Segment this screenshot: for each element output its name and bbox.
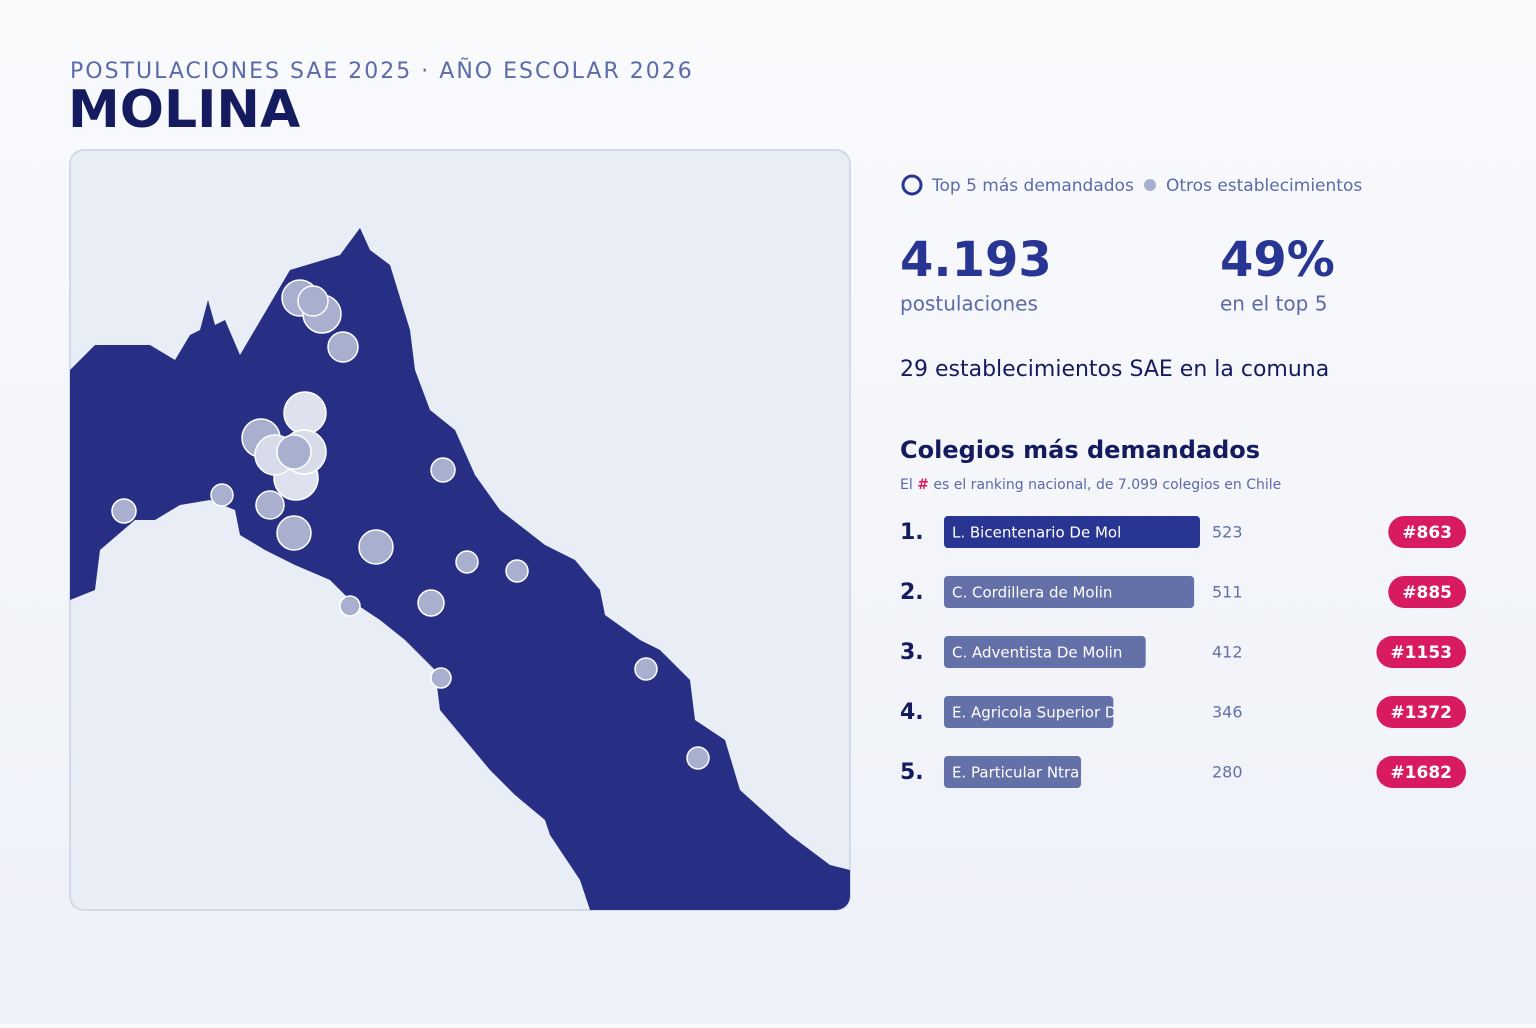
rank: 3. (900, 640, 924, 665)
national-rank: #885 (1402, 583, 1452, 603)
stat-label: postulaciones (900, 292, 1038, 316)
rank: 2. (900, 580, 924, 605)
value-label: 412 (1212, 643, 1243, 662)
legend-top: Top 5 más demandados (931, 176, 1134, 196)
kicker: POSTULACIONES SAE 2025 · AÑO ESCOLAR 202… (70, 57, 694, 84)
bar (944, 696, 1114, 728)
rank-badge (1376, 636, 1466, 668)
value-label: 280 (1212, 763, 1243, 782)
bar (944, 516, 1200, 548)
rank-badge (1376, 696, 1466, 728)
bar (944, 576, 1195, 608)
legend-others-icon (1144, 179, 1156, 191)
map (70, 228, 850, 910)
value-label: 523 (1212, 523, 1243, 542)
legend-others: Otros establecimientos (1166, 176, 1362, 196)
rank-badge (1388, 516, 1466, 548)
bar-label: L. Bicentenario De Mol (952, 524, 1121, 542)
rank: 5. (900, 760, 924, 785)
rank-badge (1388, 576, 1466, 608)
bar (944, 756, 1082, 788)
stat-value: 49% (1220, 232, 1335, 288)
stat-label: en el top 5 (1220, 292, 1327, 316)
national-rank: #863 (1402, 523, 1452, 543)
school-points (111, 279, 710, 770)
bar-label: E. Particular Ntra. (952, 764, 1084, 782)
national-rank: #1153 (1390, 643, 1452, 663)
count-text: 29 establecimientos SAE en la comuna (900, 357, 1329, 382)
note-text: es el ranking nacional, de 7.099 colegio… (929, 477, 1281, 493)
title: MOLINA (68, 80, 300, 140)
stat-value: 4.193 (900, 232, 1052, 288)
rank: 4. (900, 700, 924, 725)
value-label: 511 (1212, 583, 1243, 602)
ranking-note: El # es el ranking nacional, de 7.099 co… (900, 477, 1281, 493)
bar (944, 636, 1146, 668)
bar-label: C. Cordillera de Molin (952, 584, 1112, 602)
bar-label: C. Adventista De Molin (952, 644, 1122, 662)
legend-top-icon (901, 174, 923, 196)
rank-badge (1376, 756, 1466, 788)
national-rank: #1682 (1390, 763, 1452, 783)
note-mark: # (917, 477, 929, 493)
national-rank: #1372 (1390, 703, 1452, 723)
note-text: El (900, 477, 917, 493)
ranking-title: Colegios más demandados (900, 436, 1260, 464)
rank: 1. (900, 520, 924, 545)
bar-label: E. Agricola Superior D (952, 704, 1116, 722)
value-label: 346 (1212, 703, 1243, 722)
